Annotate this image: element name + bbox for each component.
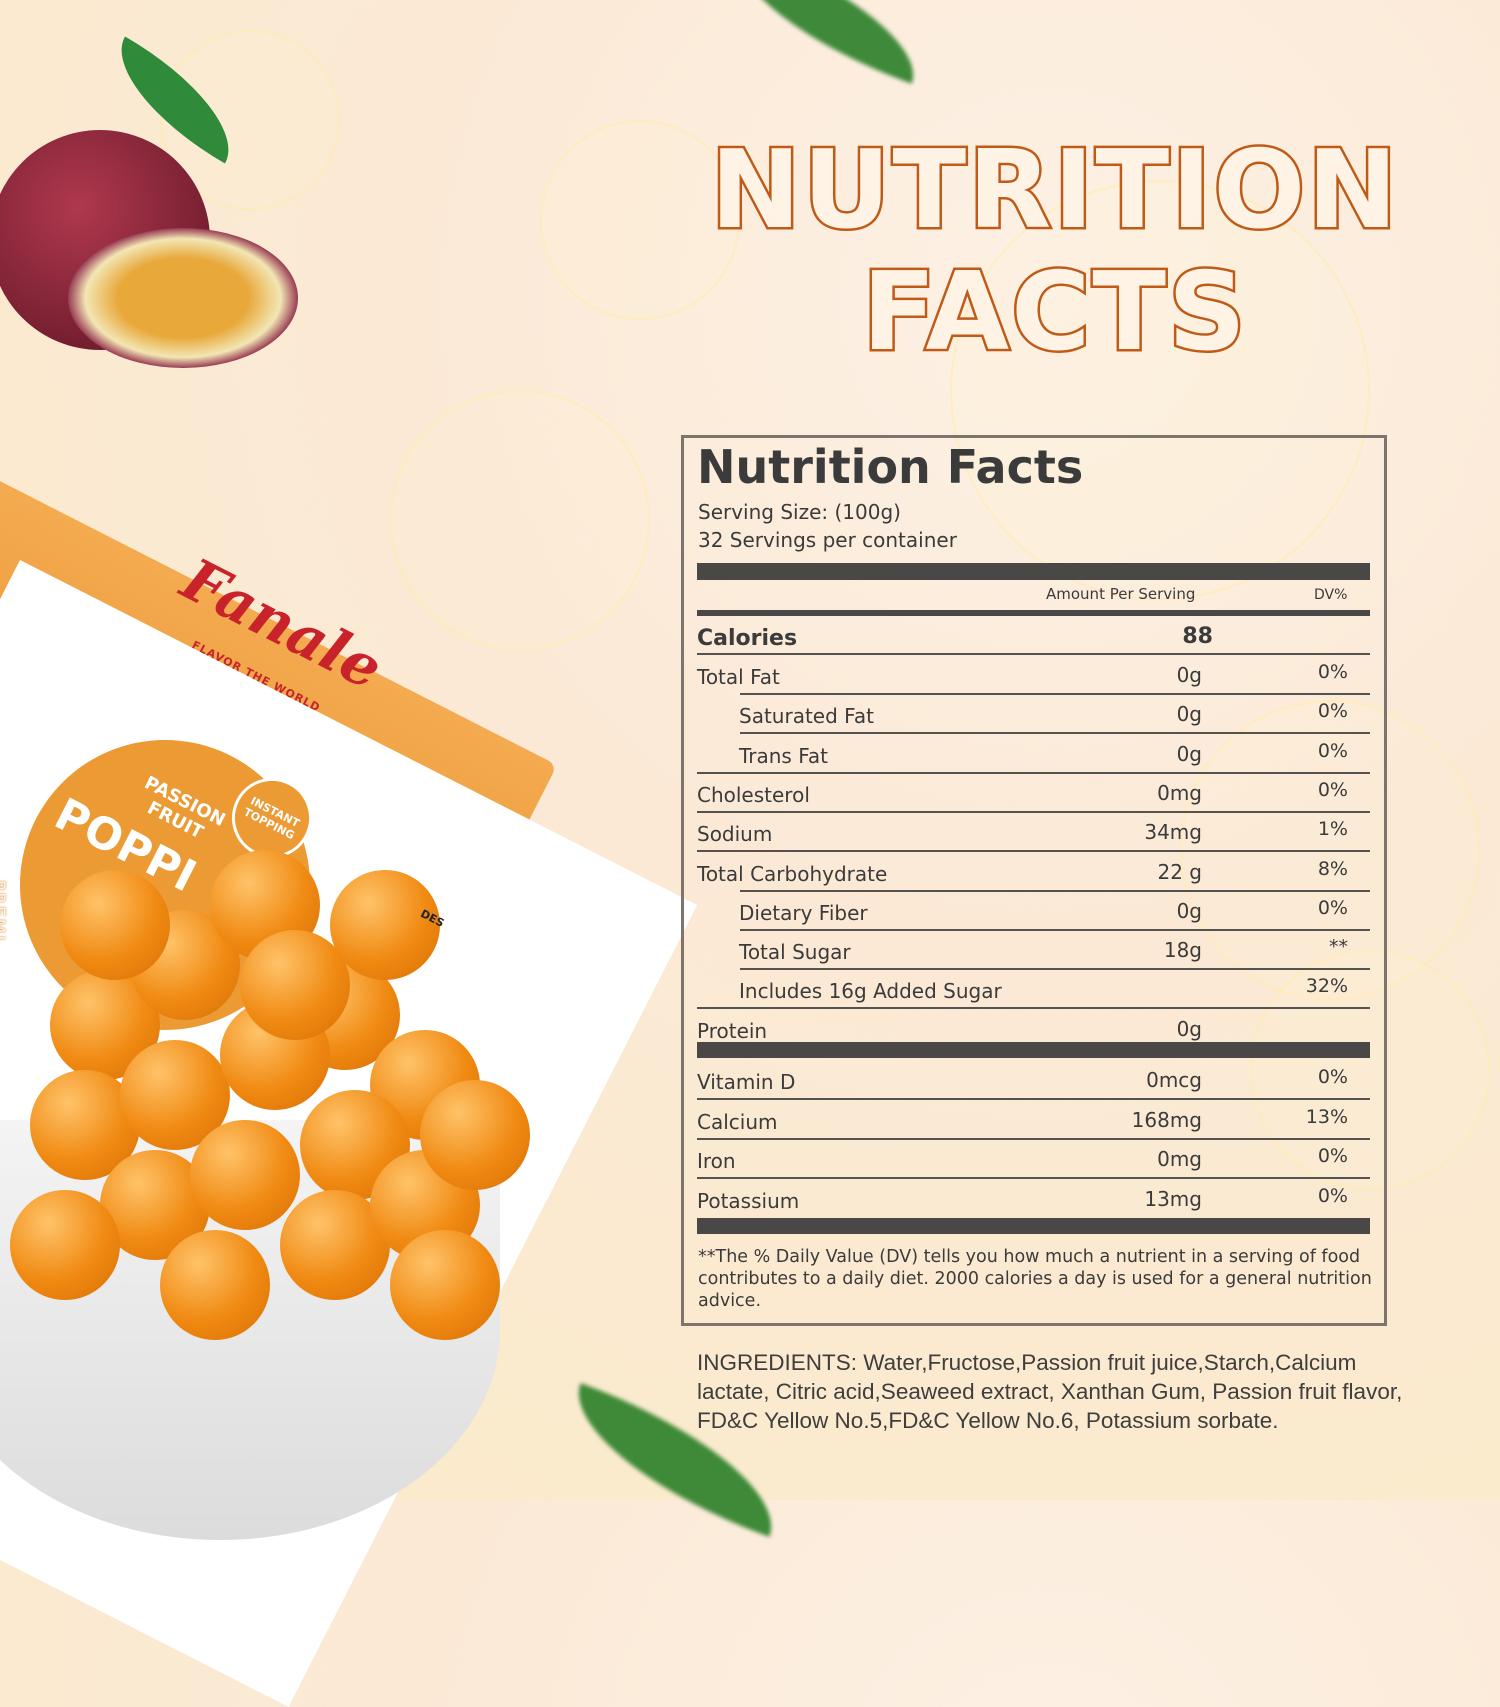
nutrient-name: Potassium [697,1188,800,1213]
headline-line-1: NUTRITION [708,126,1400,256]
nutrient-row: Cholesterol 0mg 0% [697,773,1370,811]
thick-divider [697,1042,1370,1058]
nutrient-amount: 168mg [1131,1107,1202,1132]
nutrition-label [681,435,1387,1326]
nutrient-name: Iron [697,1149,736,1173]
nutrient-name: Total Fat [697,665,780,689]
nutrient-row: Sodium 34mg 1% [697,812,1370,850]
ingredients: INGREDIENTS: Water,Fructose,Passion frui… [697,1350,1403,1433]
nutrient-row: Total Carbohydrate 22 g 8% [697,852,1370,890]
nutrient-row: Dietary Fiber 0g 0% [697,891,1370,929]
popping-boba [420,1080,530,1190]
nutrient-dv: 0% [1317,700,1348,723]
row-divider [697,1007,1370,1010]
nutrient-amount: 22 g [1157,859,1202,884]
row-divider [740,968,1370,971]
nutrient-name: Saturated Fat [739,704,874,729]
nutrient-row: Total Fat 0g 0% [697,655,1370,693]
nutrient-name: Vitamin D [697,1070,796,1094]
nutrient-name: Trans Fat [739,743,828,768]
row-divider [697,771,1370,774]
nutrient-amount: 34mg [1144,820,1202,845]
nutrient-name: Calcium [697,1109,778,1134]
column-dv: DV% [1314,587,1348,603]
nutrient-dv: 0% [1317,661,1348,683]
nutrient-dv: 0% [1317,1184,1348,1207]
row-divider [697,810,1370,813]
nutrient-dv: 8% [1317,857,1348,880]
nutrient-row: Trans Fat 0g 0% [697,734,1370,772]
popping-boba [330,870,440,980]
footnote: **The % Daily Value (DV) tells you how m… [698,1247,1372,1311]
side-text: PREMI [0,880,8,943]
nutrient-name: Calories [697,626,798,651]
calories-row: Calories 88 [697,617,1370,655]
column-amount: Amount Per Serving [1046,585,1196,603]
nutrient-amount: 0g [1176,663,1202,687]
nutrient-dv: 0% [1317,739,1348,762]
nutrient-amount: 0g [1176,702,1202,727]
nutrient-row: Iron 0mg 0% [697,1139,1370,1177]
row-divider [740,732,1370,735]
nutrient-amount: 18g [1163,938,1202,963]
row-divider [740,693,1370,695]
popping-boba [240,930,350,1040]
nutrient-amount: 0mcg [1146,1068,1202,1092]
nutrient-dv: 13% [1305,1105,1348,1128]
nutrient-row: Saturated Fat 0g 0% [697,694,1370,732]
thick-divider [697,563,1370,580]
nutrient-amount: 0g [1176,1016,1202,1041]
row-divider [740,928,1370,931]
nutrient-dv: 0% [1317,1066,1348,1088]
nutrient-row: Total Sugar 18g ** [697,930,1370,968]
nutrient-name: Total Carbohydrate [697,861,888,886]
headline-line-2: FACTS [860,248,1249,378]
nutrient-row: Potassium 13mg 0% [697,1179,1370,1217]
nutrient-dv: 0% [1317,778,1348,801]
popping-boba [60,870,170,980]
nutrient-amount: 0g [1176,741,1202,766]
nutrient-row: Vitamin D 0mcg 0% [697,1060,1370,1098]
row-divider [697,850,1370,853]
nutrient-dv: 32% [1305,975,1348,998]
nutrient-name: Dietary Fiber [739,900,868,925]
passion-fruit-half [68,228,298,368]
nutrient-amount: 0g [1176,898,1202,923]
divider [697,610,1370,616]
nutrient-row: Calcium 168mg 13% [697,1100,1370,1138]
servings-per-container: 32 Servings per container [698,528,957,552]
nutrient-amount: 13mg [1144,1186,1202,1211]
serving-size: Serving Size: (100g) [698,500,901,524]
label-title: Nutrition Facts [697,440,1084,494]
nutrient-amount: 88 [1182,624,1213,649]
row-divider [697,1098,1370,1100]
nutrient-dv: 1% [1317,818,1348,841]
row-divider [697,1137,1370,1140]
row-divider [697,653,1370,655]
nutrient-amount: 0mg [1157,780,1202,805]
row-divider [697,1177,1370,1179]
nutrient-name: Total Sugar [739,940,851,965]
popping-boba [10,1190,120,1300]
row-divider [740,889,1370,892]
nutrient-name: Includes 16g Added Sugar [739,979,1002,1004]
nutrient-dv: 0% [1317,1145,1348,1167]
nutrient-dv: 0% [1317,896,1348,919]
popping-boba [160,1230,270,1340]
nutrient-amount: 0mg [1157,1147,1202,1171]
nutrient-name: Cholesterol [697,782,810,807]
thick-divider [697,1218,1370,1234]
nutrient-dv: ** [1329,936,1348,959]
product-image: Fanale FLAVOR THE WORLD PASSION FRUIT PO… [0,0,698,1707]
nutrient-name: Sodium [697,822,773,847]
nutrient-row: Includes 16g Added Sugar 32% [697,969,1370,1007]
popping-boba [190,1120,300,1230]
popping-boba [390,1230,500,1340]
nutrient-row: Protein 0g [697,1009,1370,1047]
nutrient-name: Protein [697,1018,768,1043]
leaf-decoration [714,0,936,84]
